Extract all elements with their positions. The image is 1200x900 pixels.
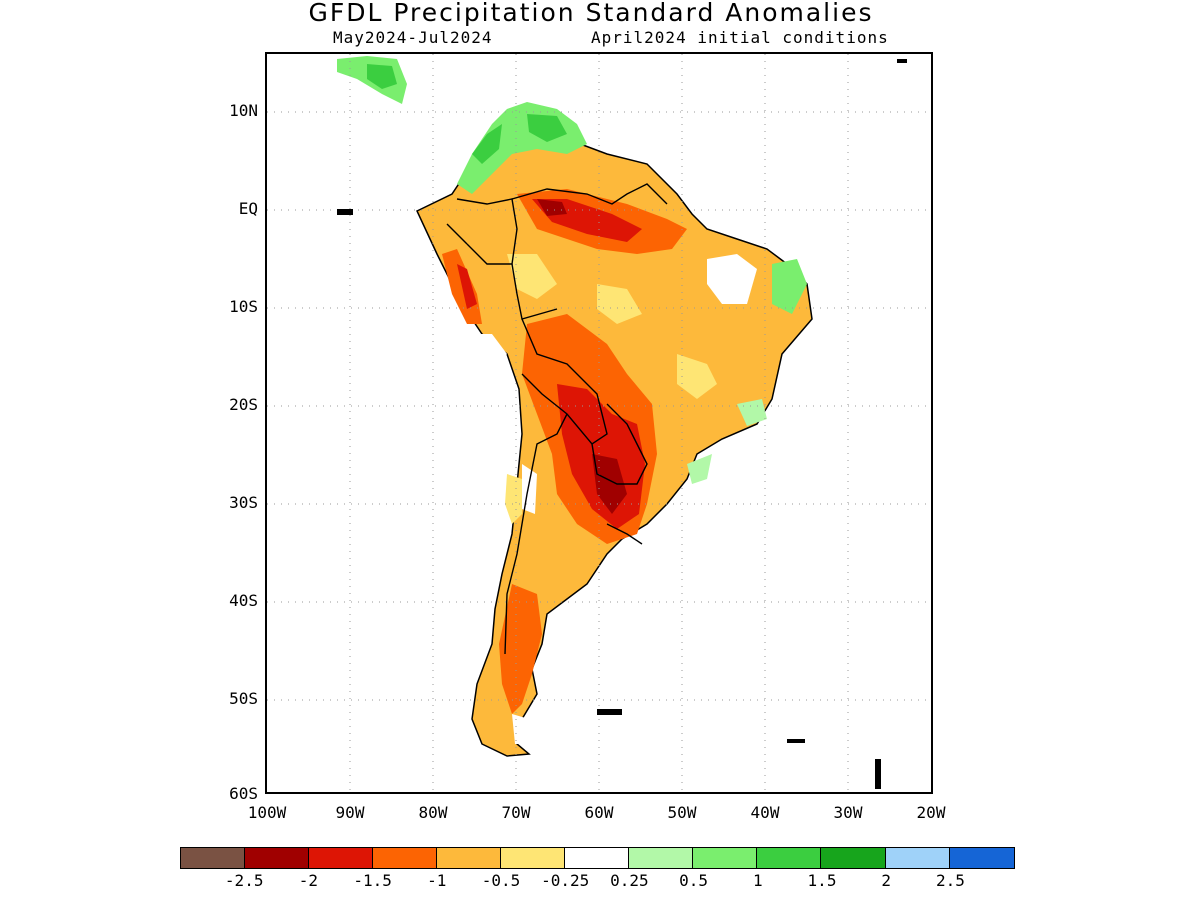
lat-label-50s: 50S (229, 689, 258, 708)
colorbar-swatch (757, 848, 822, 868)
colorbar-tick-label: 2.5 (935, 871, 965, 890)
strong-dry-anomaly-north (517, 189, 687, 254)
lat-label-eq: EQ (238, 199, 258, 218)
initial-conditions: April2024 initial conditions (591, 28, 889, 47)
colorbar-swatch (885, 848, 950, 868)
lon-label-80w: 80W (418, 803, 448, 822)
forecast-period: May2024-Jul2024 (333, 28, 493, 47)
lat-label-10s: 10S (229, 297, 258, 316)
colorbar-tick-label: -2.5 (224, 871, 264, 890)
lon-label-60w: 60W (584, 803, 614, 822)
lon-label-30w: 30W (833, 803, 863, 822)
colorbar-tick-label: -0.25 (541, 871, 590, 890)
colorbar-swatch (501, 848, 566, 868)
colorbar-tick-label: -0.5 (481, 871, 521, 890)
lon-label-40w: 40W (750, 803, 780, 822)
colorbar-swatch (373, 848, 438, 868)
colorbar-swatch (309, 848, 374, 868)
lat-label-30s: 30S (229, 493, 258, 512)
map-title: GFDL Precipitation Standard Anomalies (308, 0, 874, 27)
islands (337, 59, 907, 789)
colorbar-tick-label: 2 (881, 871, 891, 890)
wet-anomaly-north (337, 56, 587, 194)
colorbar-swatch (693, 848, 758, 868)
country-borders (446, 183, 668, 655)
colorbar-tick-label: 1 (752, 871, 763, 890)
lon-label-50w: 50W (667, 803, 697, 822)
colorbar-swatch (629, 848, 694, 868)
colorbar-tick-label: 0.25 (610, 871, 649, 890)
anomaly-map (267, 54, 931, 792)
colorbar-tick-label: 0.5 (679, 871, 709, 890)
lat-label-60s: 60S (229, 784, 258, 803)
colorbar-legend (180, 847, 1015, 869)
wet-anomaly-east (687, 259, 807, 484)
colorbar-tick-label: 1.5 (807, 871, 837, 890)
map-gridlines (267, 54, 931, 792)
lat-label-40s: 40S (229, 591, 258, 610)
lon-label-70w: 70W (501, 803, 531, 822)
map-panel (265, 52, 933, 794)
lon-label-20w: 20W (916, 803, 946, 822)
colorbar-swatch (949, 848, 1014, 868)
colorbar-tick-label: -2 (298, 871, 319, 890)
peru-dry-anomaly (442, 249, 482, 324)
lon-label-100w: 100W (247, 803, 287, 822)
lat-label-20s: 20S (229, 395, 258, 414)
lat-label-10n: 10N (229, 101, 258, 120)
lon-label-90w: 90W (335, 803, 365, 822)
weak-dry-anomaly (505, 254, 717, 524)
colorbar-swatch (437, 848, 502, 868)
colorbar-swatch (821, 848, 886, 868)
colorbar-swatch (181, 848, 246, 868)
colorbar-tick-label: -1 (427, 871, 447, 890)
colorbar-swatch (245, 848, 310, 868)
patagonia-dry-anomaly (499, 584, 542, 714)
colorbar-tick-label: -1.5 (353, 871, 392, 890)
colorbar-swatch (565, 848, 630, 868)
